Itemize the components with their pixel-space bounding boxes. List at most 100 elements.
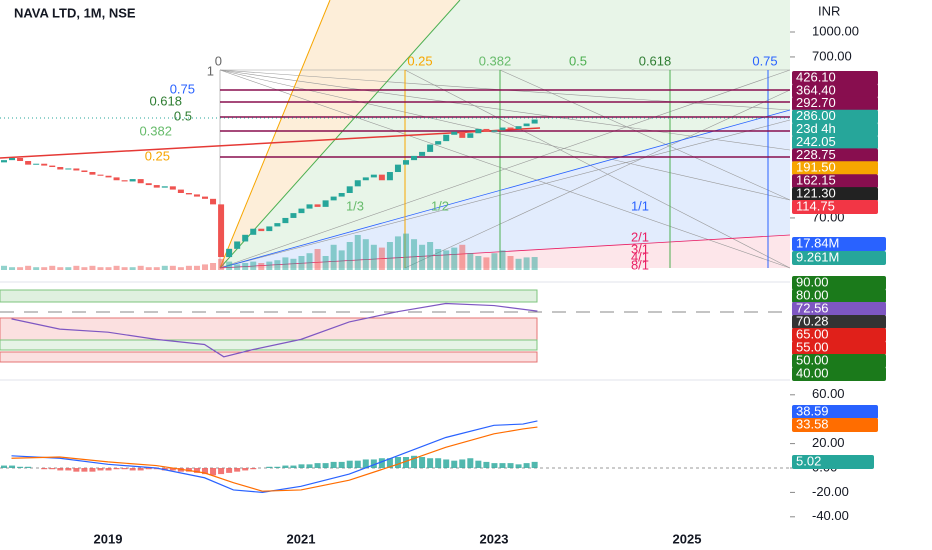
volume-bar [403,233,409,270]
candle-body [338,193,345,197]
macd-histogram [419,457,426,468]
candle-body [282,217,289,224]
price-label-box [792,148,878,163]
volume-bar [435,249,442,270]
fan-label: 3/1 [631,241,649,256]
macd-histogram [17,466,24,468]
candle-body [427,144,434,152]
rsi-label-box [792,302,886,316]
macd-histogram [346,460,353,468]
price-label-box [792,71,878,85]
volume-bar [475,256,482,270]
fib-top-label: 0.75 [752,53,777,68]
volume-bar [210,263,217,270]
rsi-label: 40.00 [796,365,829,380]
candle-body [290,213,297,218]
fib-label: 0.618 [149,93,182,108]
volume-bar [338,250,345,270]
price-label-box [792,109,878,124]
candle-body [57,167,64,170]
candle-body [354,180,361,187]
volume-bar [266,261,273,270]
price-label: 292.70 [796,95,836,110]
candle-body [443,134,450,142]
candle-body [210,198,217,205]
macd-histogram [89,468,96,472]
macd-histogram [515,464,522,468]
volume-bar [33,267,40,270]
candle-body [531,119,538,124]
macd-histogram [411,455,418,468]
fib-top-label: 0.618 [639,53,672,68]
macd-histogram [250,468,257,470]
candle-body [129,179,136,182]
fan-label: 1/1 [631,198,649,213]
x-tick-label: 2021 [287,531,316,546]
candle-body [507,127,514,129]
fib-label: 1 [207,63,214,78]
macd-histogram [137,468,144,471]
candle-body [218,204,225,258]
candle-body [193,194,200,197]
macd-histogram [9,465,16,468]
macd-value-label-box [792,418,878,432]
volume-bar [290,258,297,270]
macd-histogram [459,459,466,468]
price-label: 191.50 [796,160,836,175]
candle-body [491,130,498,132]
macd-tick-label: -20.00 [812,484,849,499]
candle-body [97,174,104,176]
macd-histogram [443,459,450,468]
candle-body [9,157,16,161]
rsi-label: 90.00 [796,274,829,289]
y-tick-label: 700.00 [812,48,852,63]
rsi-label: 72.56 [796,300,829,315]
macd-histogram [475,460,482,468]
price-label: 242.05 [796,134,836,149]
price-label: 426.10 [796,69,836,84]
candle-body [411,155,418,161]
volume-bar [483,257,490,270]
candle-body [306,204,313,209]
volume-bar [137,265,144,270]
volume-bar [419,244,426,270]
candle-body [137,179,144,184]
macd-histogram [121,468,128,470]
macd-histogram [73,468,80,472]
rsi-label: 80.00 [796,287,829,302]
volume-bar [386,242,393,270]
x-tick-label: 2023 [480,531,509,546]
macd-histogram [330,461,337,468]
macd-histogram [290,465,297,468]
volume-bar [65,267,72,270]
candle-body [362,177,369,181]
rsi-band [0,351,538,363]
candle-body [234,241,241,249]
fib-label: 0.5 [174,108,192,123]
candle-body [419,151,426,156]
rsi-line [11,302,538,358]
rsi-label-box [792,276,886,290]
candle-body [459,131,466,138]
macd-histogram [145,468,152,470]
macd-histogram [266,466,273,468]
volume-bar [306,253,313,270]
candle-body [202,196,208,199]
rsi-label-box [792,341,886,355]
rsi-label: 70.28 [796,313,829,328]
volume-bar [97,267,104,270]
macd-histogram [403,457,409,468]
candle-body [499,127,506,131]
candle-body [145,183,152,186]
candle-body [370,174,377,178]
rsi-label-box [792,289,886,303]
volume-bar [491,253,498,270]
volume-bar [370,244,377,270]
macd-tick-label: 20.00 [812,435,845,450]
volume-bar [378,247,385,270]
candle-body [403,160,409,165]
macd-histogram [226,468,233,473]
volume-bar [169,265,176,270]
volume-bar [451,247,458,270]
